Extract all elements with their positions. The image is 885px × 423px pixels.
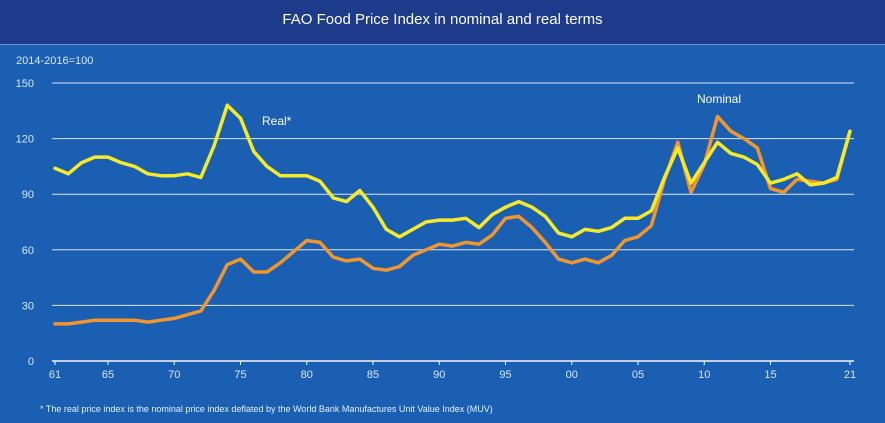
x-tick-label: 95 xyxy=(499,369,511,381)
y-axis-label: 2014-2016=100 xyxy=(16,55,93,67)
title-bar: FAO Food Price Index in nominal and real… xyxy=(0,0,885,45)
series-label-nominal: Nominal xyxy=(697,92,741,106)
x-tick-label: 75 xyxy=(234,369,246,381)
chart-title: FAO Food Price Index in nominal and real… xyxy=(282,11,603,28)
series-label-real: Real* xyxy=(262,114,292,128)
y-tick-labels: 0 30 60 90 120 150 xyxy=(16,78,34,368)
x-tick-label: 85 xyxy=(367,369,379,381)
x-tick-label: 00 xyxy=(566,369,578,381)
x-tick-label: 70 xyxy=(168,369,180,381)
x-tick-label: 21 xyxy=(844,369,856,381)
x-tick-label: 90 xyxy=(433,369,445,381)
x-tick-label: 65 xyxy=(102,369,114,381)
y-tick-label: 120 xyxy=(16,134,34,146)
x-tick-label: 15 xyxy=(764,369,776,381)
footnote: * The real price index is the nominal pr… xyxy=(40,404,493,414)
series-lines xyxy=(53,103,852,326)
series-line-real xyxy=(53,103,852,239)
y-tick-label: 150 xyxy=(16,78,34,90)
x-tick-label: 10 xyxy=(698,369,710,381)
x-tick-label: 61 xyxy=(49,369,61,381)
y-tick-label: 30 xyxy=(22,300,34,312)
plot-panel xyxy=(0,45,885,423)
y-tick-label: 0 xyxy=(28,356,34,368)
y-tick-label: 60 xyxy=(22,245,34,257)
x-tick-labels: 61 65 70 75 80 85 90 95 00 05 10 15 21 xyxy=(49,361,856,381)
y-tick-label: 90 xyxy=(22,189,34,201)
x-tick-label: 80 xyxy=(301,369,313,381)
x-tick-label: 05 xyxy=(632,369,644,381)
grid-lines xyxy=(52,82,854,362)
series-line-nominal xyxy=(53,114,852,326)
